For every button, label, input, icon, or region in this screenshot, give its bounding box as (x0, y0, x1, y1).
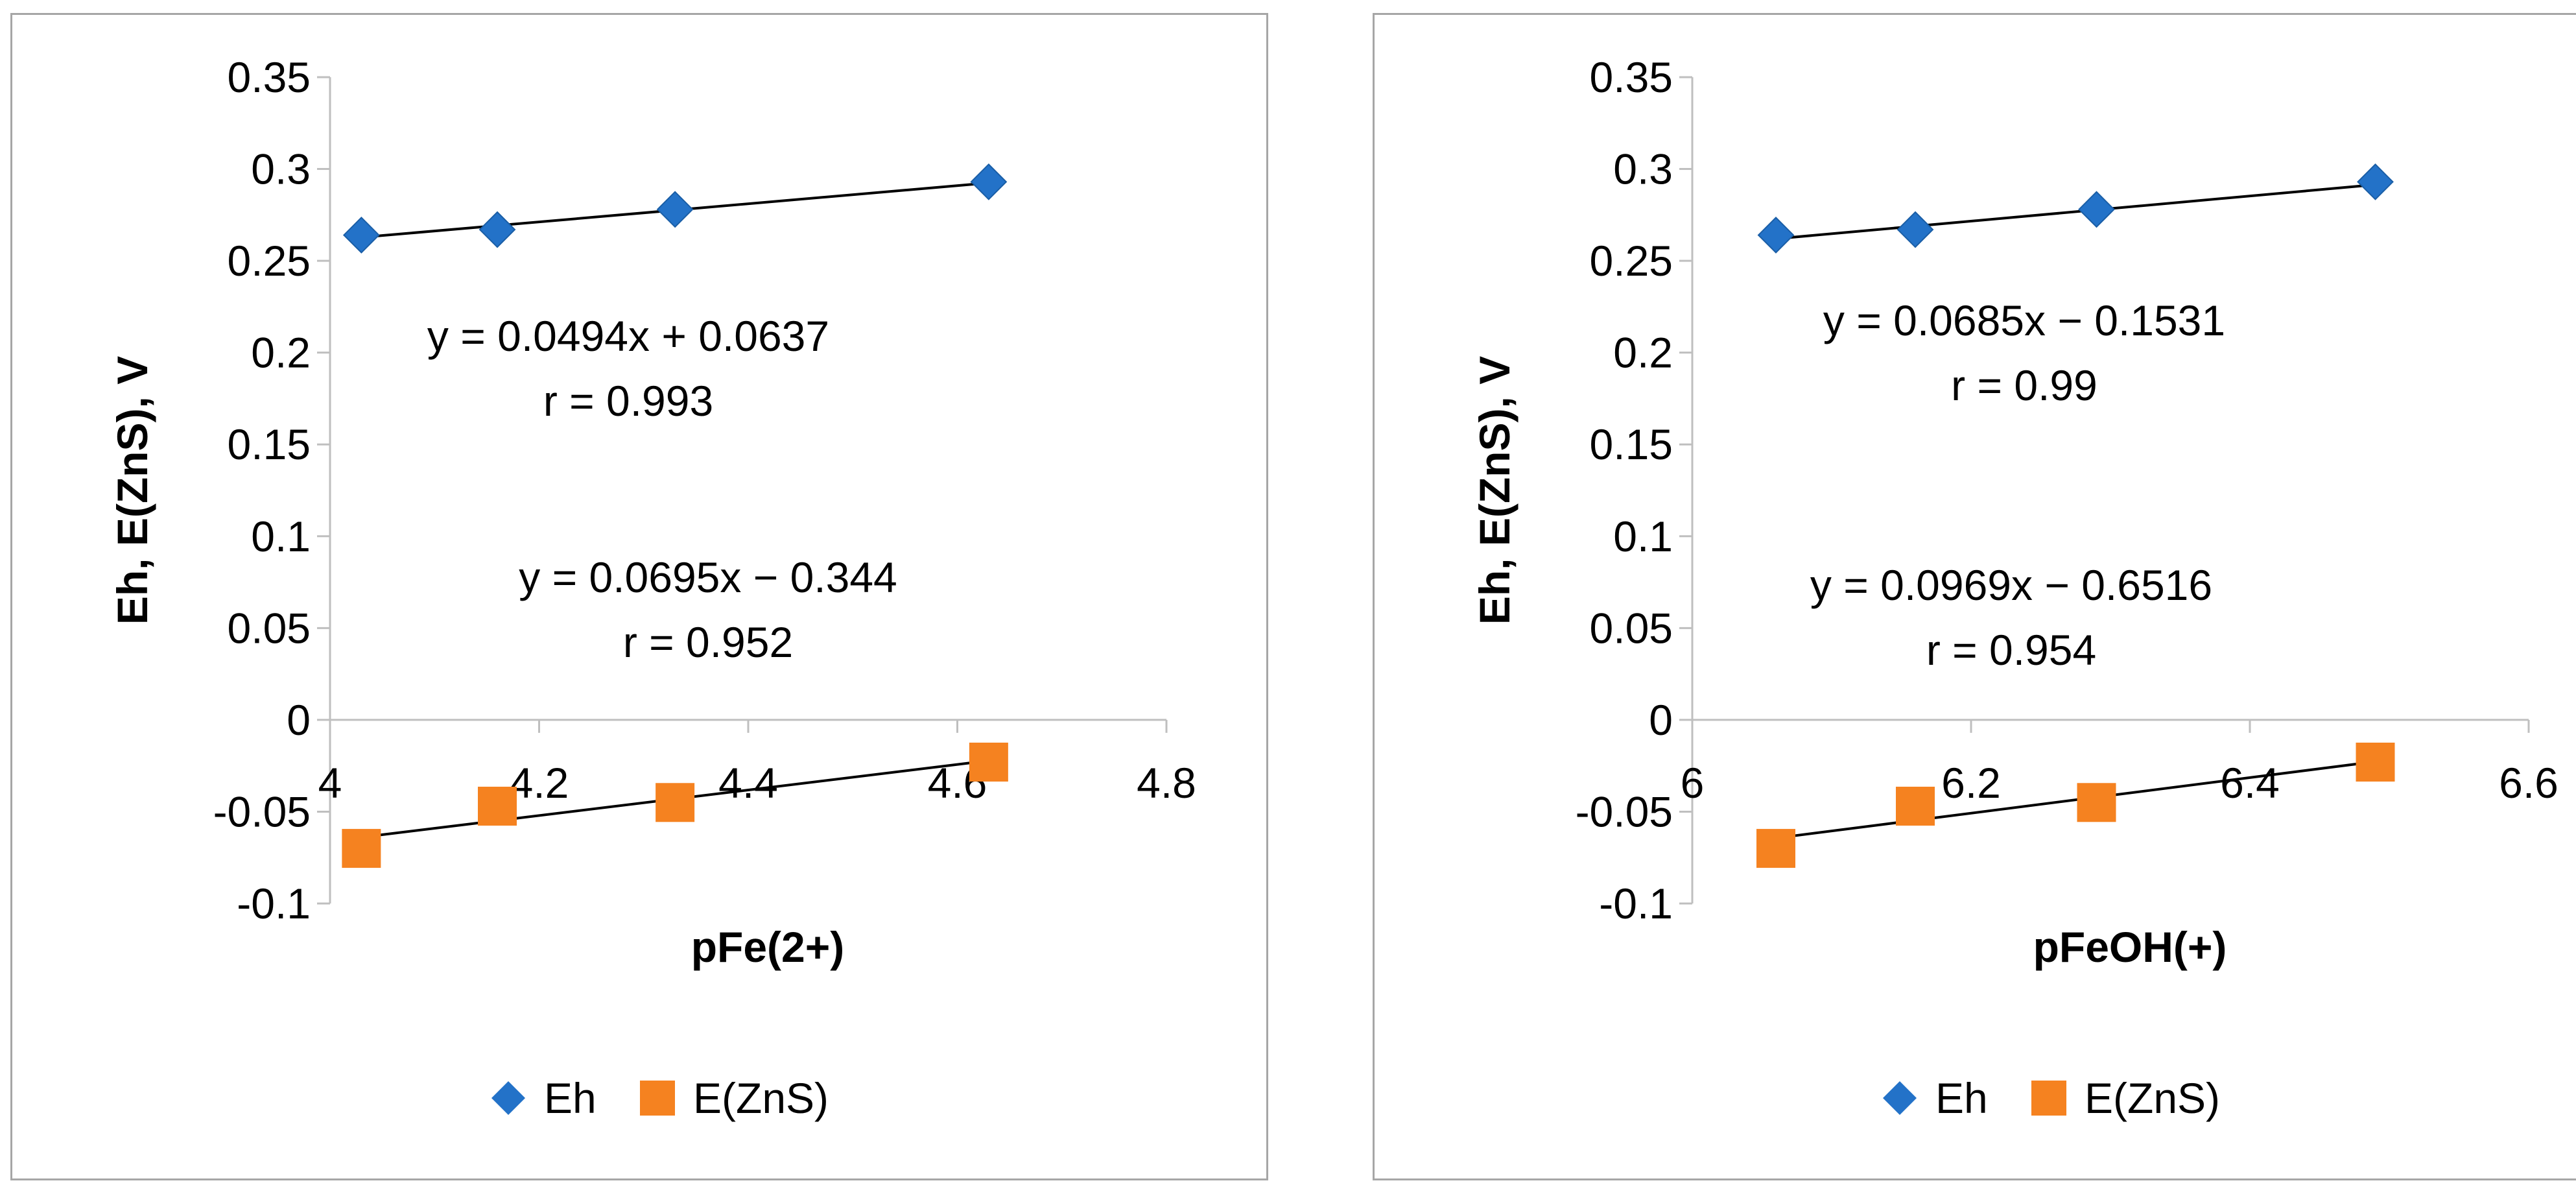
legend-eh-marker (1883, 1081, 1917, 1115)
y-tick-label: 0.3 (1613, 145, 1673, 193)
x-tick-label: 6.2 (1941, 759, 2001, 807)
eh-data-point (342, 217, 380, 254)
y-tick-label: 0.1 (251, 512, 311, 560)
ezns-trendline (1775, 760, 2376, 840)
y-tick-label: -0.1 (1599, 879, 1673, 927)
legend-eh-label: Eh (1935, 1074, 1988, 1122)
x-tick-label: 4.8 (1137, 759, 1196, 807)
y-tick-label: 0.15 (228, 420, 311, 468)
eh-data-point (656, 191, 694, 228)
y-tick-label: 0.35 (228, 53, 311, 101)
y-axis-title: Eh, E(ZnS), V (108, 356, 156, 625)
eh-data-point (2357, 163, 2394, 200)
legend-ezns-marker (2031, 1081, 2066, 1116)
y-tick-label: 0.35 (1590, 53, 1673, 101)
eh-data-point (1897, 211, 1934, 248)
ezns-data-point (2077, 783, 2116, 822)
x-tick-label: 6.6 (2499, 759, 2558, 807)
correlation-label: r = 0.99 (1951, 361, 2097, 409)
y-tick-label: -0.05 (213, 787, 311, 835)
x-tick-label: 4.4 (718, 759, 778, 807)
eh-data-point (1757, 217, 1795, 254)
correlation-label: r = 0.993 (543, 377, 713, 425)
y-tick-label: 0.05 (228, 604, 311, 652)
trendline-equation: y = 0.0695x − 0.344 (519, 553, 897, 601)
y-tick-label: 0.2 (1613, 329, 1673, 377)
eh-data-point (970, 163, 1008, 200)
scatter-chart-pfe: -0.1 -0.05 0 0.05 0.1 0.15 0.2 0.25 0.3 0.35 4 4.2 4… (108, 53, 1196, 1122)
chart-panel-right: -0.1 -0.05 0 0.05 0.1 0.15 0.2 0.25 0.3 0.35 6 6.2 6… (1373, 13, 2576, 1180)
eh-data-point (2078, 191, 2115, 228)
legend-ezns-label: E(ZnS) (693, 1074, 829, 1122)
ezns-data-point (969, 743, 1008, 782)
legend: Eh E(ZnS) (491, 1074, 829, 1122)
chart-panel-left: -0.1 -0.05 0 0.05 0.1 0.15 0.2 0.25 0.3 0.35 4 4.2 4… (10, 13, 1268, 1180)
y-tick-label: 0.2 (251, 329, 311, 377)
y-tick-label: 0 (1649, 696, 1673, 744)
correlation-label: r = 0.952 (623, 618, 793, 666)
y-tick-label: 0.15 (1590, 420, 1673, 468)
legend: Eh E(ZnS) (1883, 1074, 2220, 1122)
trendline-equation: y = 0.0685x − 0.1531 (1823, 296, 2225, 344)
ezns-data-point (656, 783, 695, 822)
y-tick-label: -0.1 (237, 879, 311, 927)
trendline-equation: y = 0.0969x − 0.6516 (1810, 561, 2212, 609)
scatter-chart-pfeoh: -0.1 -0.05 0 0.05 0.1 0.15 0.2 0.25 0.3 0.35 6 6.2 6… (1471, 53, 2558, 1122)
x-axis-title: pFe(2+) (691, 923, 845, 971)
legend-eh-label: Eh (544, 1074, 597, 1122)
x-tick-label: 6 (1681, 759, 1705, 807)
correlation-label: r = 0.954 (1926, 626, 2096, 674)
x-tick-label: 4 (318, 759, 342, 807)
y-tick-label: 0.3 (251, 145, 311, 193)
x-tick-label: 4.2 (510, 759, 569, 807)
x-axis-title: pFeOH(+) (2033, 923, 2227, 971)
y-axis-title: Eh, E(ZnS), V (1471, 356, 1518, 625)
legend-ezns-marker (640, 1081, 675, 1116)
ezns-data-point (478, 786, 517, 826)
trendline-equation: y = 0.0494x + 0.0637 (427, 312, 829, 360)
y-tick-label: 0.1 (1613, 512, 1673, 560)
ezns-data-point (2356, 743, 2395, 782)
y-tick-label: 0.05 (1590, 604, 1673, 652)
y-tick-label: 0 (287, 696, 311, 744)
ezns-data-point (1896, 786, 1935, 826)
y-tick-label: 0.25 (228, 237, 311, 285)
legend-ezns-label: E(ZnS) (2085, 1074, 2220, 1122)
eh-trendline (1775, 183, 2376, 241)
eh-data-point (479, 211, 516, 248)
x-tick-label: 6.4 (2220, 759, 2280, 807)
ezns-data-point (1756, 829, 1795, 868)
legend-eh-marker (491, 1081, 525, 1115)
y-tick-label: 0.25 (1590, 237, 1673, 285)
y-tick-label: -0.05 (1576, 787, 1673, 835)
ezns-data-point (342, 829, 381, 868)
